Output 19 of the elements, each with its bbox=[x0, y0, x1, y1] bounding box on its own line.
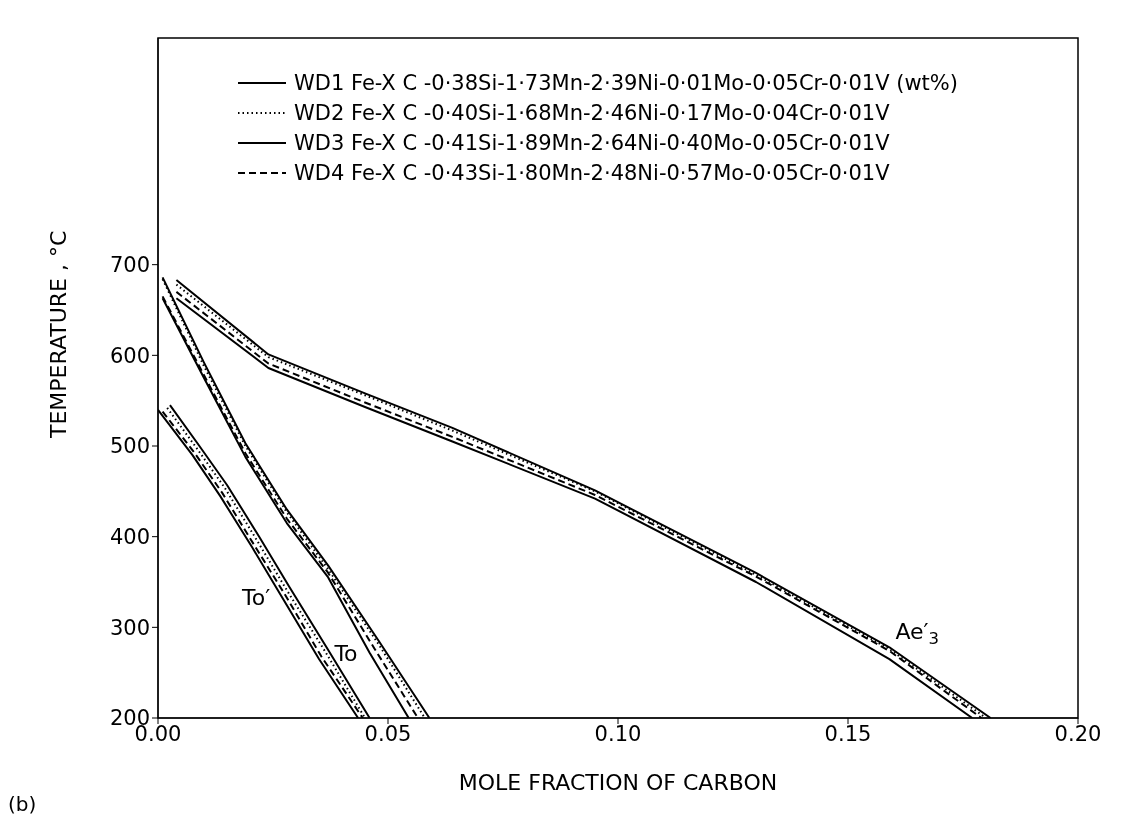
annotation: To bbox=[333, 640, 358, 666]
legend-label: WD2 Fe-X C -0·40Si-1·68Mn-2·46Ni-0·17Mo-0·04Cr-0·01V bbox=[294, 100, 890, 127]
x-tick-label: 0.15 bbox=[824, 721, 872, 746]
legend-label: WD4 Fe-X C -0·43Si-1·80Mn-2·48Ni-0·57Mo-0·05Cr-0·01V bbox=[294, 160, 890, 187]
y-tick-label: 300 bbox=[109, 615, 150, 640]
y-axis-title: TEMPERATURE , °C bbox=[45, 230, 71, 439]
y-tick-label: 700 bbox=[109, 253, 150, 278]
legend-label: WD1 Fe-X C -0·38Si-1·73Mn-2·39Ni-0·01Mo-0·05Cr-0·01V (wt%) bbox=[294, 70, 959, 97]
text: (b) bbox=[8, 792, 37, 816]
y-tick-label: 400 bbox=[109, 525, 150, 550]
y-tick-label: 500 bbox=[109, 434, 150, 459]
legend-label: WD3 Fe-X C -0·41Si-1·89Mn-2·64Ni-0·40Mo-0·05Cr-0·01V bbox=[294, 130, 890, 157]
x-axis-title: MOLE FRACTION OF CARBON bbox=[458, 770, 778, 795]
annotation: To′ bbox=[241, 585, 271, 611]
x-tick-label: 0.20 bbox=[1054, 721, 1102, 746]
annotation: Ae′$_{3}$ bbox=[895, 619, 940, 649]
x-tick-label: 0.10 bbox=[594, 721, 642, 746]
x-tick-label: 0.05 bbox=[364, 721, 412, 746]
y-tick-label: 600 bbox=[109, 343, 150, 368]
